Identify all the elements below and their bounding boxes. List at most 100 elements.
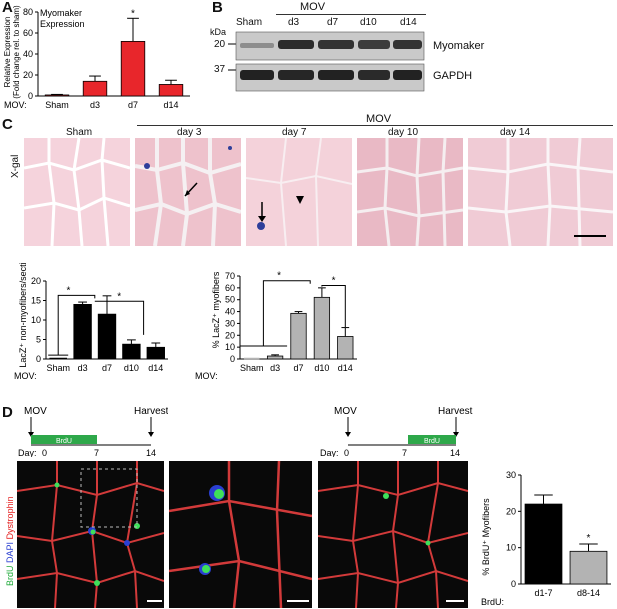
histo-mov-line (137, 125, 613, 126)
chart-a-ytick-label: 80 (23, 7, 33, 17)
blot-protein-gapdh: GAPDH (433, 70, 473, 82)
chart-c-right-bar-d7 (290, 312, 307, 360)
histology-day7 (246, 138, 352, 246)
chart-c-right-ytick-label: 30 (225, 318, 235, 328)
blot-marker-37: 37 (214, 64, 226, 75)
timeline-2-harvest: Harvest (438, 406, 473, 417)
timeline-1-harvest: Harvest (134, 406, 168, 417)
timeline-2-day: Day: (320, 448, 339, 457)
chart-c-right-bar-d14 (337, 336, 354, 360)
histo-col-day10: day 10 (388, 127, 419, 138)
panel-label-d: D (2, 404, 13, 421)
chart-c-right-ytick-label: 70 (225, 271, 235, 281)
chart-c-left-xtick-label: Sham (46, 363, 70, 373)
chart-c-right-ytick-label: 50 (225, 295, 235, 305)
chart-c-right-xtick-label: d7 (293, 363, 303, 373)
chart-a: Relative Expression (Fold change rel. to… (3, 5, 190, 110)
fluorescence-d1-7 (17, 461, 164, 608)
chart-c-left-xtick-label: d10 (124, 363, 139, 373)
chart-c-left-ytick-label: 15 (31, 296, 41, 306)
chart-a-xtick-label: d14 (163, 100, 178, 110)
chart-c-left-sig-bracket-1 (57, 294, 96, 356)
chart-c-left-ytick-label: 10 (31, 315, 41, 325)
timeline-2-mov: MOV (334, 406, 357, 417)
chart-c-right-ylabel: % LacZ⁺ myofibers (211, 271, 221, 348)
chart-d-significance: * (587, 533, 591, 544)
chart-c-left-ylabel: LacZ⁺ non-myofibers/section (18, 262, 28, 368)
chart-a-ytick-label: 0 (28, 91, 33, 101)
chart-c-left: LacZ⁺ non-myofibers/section MOV: 0 5 10 15 2… (14, 262, 168, 381)
chart-c-left-xprefix: MOV: (14, 371, 37, 381)
timeline-1-brdu-bar (31, 435, 97, 444)
chart-a-title-line2: Expression (40, 19, 85, 29)
chart-a-title-line1: Myomaker (40, 8, 82, 18)
chart-d-bar-d8-14 (569, 550, 608, 585)
chart-c-left-sig-star-1: * (66, 285, 70, 296)
histo-mov-label: MOV (366, 113, 392, 125)
chart-c-left-bar-d14 (146, 346, 165, 360)
panel-label-a: A (2, 0, 13, 16)
chart-a-xtick-label: d3 (90, 100, 100, 110)
stain-dystrophin: Dystrophin (5, 496, 15, 540)
stain-dapi: DAPI (5, 541, 15, 563)
chart-d-xprefix: BrdU: (481, 597, 504, 607)
blot-marker-20: 20 (214, 39, 226, 50)
blot-protein-myomaker: Myomaker (433, 40, 485, 52)
chart-a-ylabel-line1: Relative Expression (3, 17, 12, 88)
chart-c-right-ytick-label: 10 (225, 342, 235, 352)
chart-c-right-ytick-label: 20 (225, 330, 235, 340)
chart-a-xprefix: MOV: (4, 100, 27, 110)
timeline-2-brdu: BrdU (424, 438, 440, 445)
chart-d: % BrdU⁺ Myofibers BrdU: 0 10 20 30 d1-7 d8-14… (481, 470, 611, 607)
chart-a-xtick-label: d7 (128, 100, 138, 110)
chart-a-bar-d7 (120, 41, 146, 97)
timeline-1-t0: 0 (42, 448, 47, 457)
stain-legend: BrdU DAPI Dystrophin (5, 496, 15, 586)
chart-a-bar-d14 (158, 84, 184, 97)
chart-c-left-xtick-label: d3 (78, 363, 88, 373)
chart-d-ylabel: % BrdU⁺ Myofibers (481, 498, 491, 576)
blot-kda-label: kDa (210, 27, 227, 37)
chart-c-right-sig-star-1: * (277, 271, 281, 282)
chart-c-right-sig-bracket-2 (321, 284, 346, 327)
blot-lane-sham: Sham (236, 17, 263, 28)
chart-c-right-bar-d3 (266, 355, 284, 360)
chart-c-left-bar-d7 (97, 313, 117, 360)
chart-c-left-bar-d10 (122, 343, 141, 360)
timeline-2: MOV Harvest BrdU Day: 0 7 14 (320, 406, 473, 457)
chart-a-ylabel-line2: (Fold change rel. to sham) (12, 5, 21, 99)
blot-mov-label: MOV (300, 1, 326, 13)
histology-day3 (135, 138, 241, 246)
stain-brdu: BrdU (5, 565, 15, 586)
chart-a-significance: * (131, 8, 135, 19)
chart-c-right-xtick-label: d3 (270, 363, 280, 373)
chart-c-left-ytick-label: 5 (36, 335, 41, 345)
histo-col-day14: day 14 (500, 127, 531, 138)
timeline-1-mov: MOV (24, 406, 47, 417)
histology-day14 (468, 138, 613, 246)
chart-c-right-xtick-label: Sham (240, 363, 264, 373)
histology-sham (24, 138, 130, 246)
histo-col-sham: Sham (66, 127, 93, 138)
chart-a-bar-d3 (82, 80, 108, 97)
chart-d-xtick-label: d1-7 (534, 588, 552, 598)
chart-a-ytick-label: 40 (23, 49, 33, 59)
chart-a-ytick-label: 60 (23, 28, 33, 38)
chart-c-right-sig-bracket-1 (262, 280, 311, 346)
histo-col-day3: day 3 (177, 127, 202, 138)
fluorescence-d8-14 (318, 461, 468, 608)
chart-c-right-ytick-label: 0 (230, 354, 235, 364)
chart-d-ytick-label: 0 (511, 579, 516, 589)
chart-d-xtick-label: d8-14 (577, 588, 600, 598)
fluorescence-zoom (169, 461, 312, 608)
chart-c-left-xtick-label: d7 (102, 363, 112, 373)
blot-lane-d3: d3 (288, 17, 300, 28)
chart-d-bar-d1-7 (524, 503, 563, 585)
chart-c-left-ytick-label: 0 (36, 354, 41, 364)
chart-d-ytick-label: 20 (506, 506, 516, 516)
timeline-2-t0: 0 (344, 448, 349, 457)
chart-c-left-sig-star-2: * (117, 291, 121, 302)
timeline-2-t14: 14 (450, 448, 460, 457)
blot-mov-line (276, 14, 426, 15)
